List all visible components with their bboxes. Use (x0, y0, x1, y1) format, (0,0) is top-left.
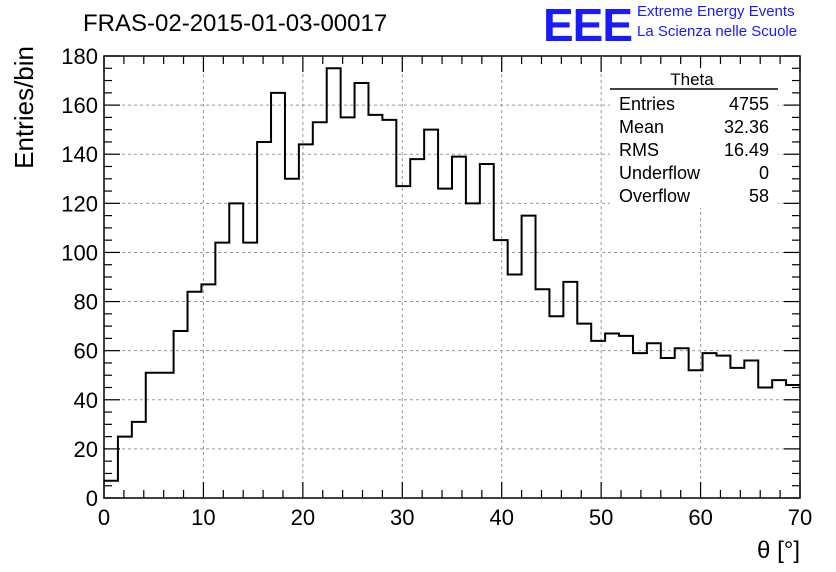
x-tick-labels: 0 10 20 30 40 50 60 70 (98, 505, 812, 530)
eee-logo: EEE (543, 0, 633, 51)
y-tick-label: 20 (74, 437, 98, 462)
y-tick-label: 0 (86, 486, 98, 511)
y-tick-label: 180 (61, 44, 98, 69)
stats-value: 0 (759, 163, 769, 183)
axis-ticks (103, 55, 801, 499)
stats-value: 58 (749, 186, 769, 206)
stats-title: Theta (670, 70, 714, 89)
stats-box: Theta Entries 4755 Mean 32.36 RMS 16.49 Underf… (610, 68, 778, 208)
org-name-line1: Extreme Energy Events (637, 3, 795, 20)
y-tick-label: 120 (61, 191, 98, 216)
x-tick-label: 60 (688, 505, 712, 530)
stats-label: RMS (619, 140, 659, 160)
y-tick-label: 80 (74, 290, 98, 315)
stats-label: Entries (619, 94, 675, 114)
y-tick-label: 100 (61, 240, 98, 265)
stats-label: Mean (619, 117, 664, 137)
plot-title: FRAS-02-2015-01-03-00017 (83, 10, 388, 37)
x-tick-label: 20 (291, 505, 315, 530)
stats-value: 4755 (729, 94, 769, 114)
stats-value: 16.49 (724, 140, 769, 160)
org-name-line2: La Scienza nelle Scuole (637, 23, 798, 40)
stats-label: Overflow (619, 186, 691, 206)
x-tick-label: 70 (788, 505, 812, 530)
y-axis-label: Entries/bin (9, 46, 39, 169)
y-tick-label: 140 (61, 142, 98, 167)
x-axis-label: θ [°] (757, 537, 800, 564)
y-tick-label: 40 (74, 388, 98, 413)
y-tick-label: 60 (74, 339, 98, 364)
stats-value: 32.36 (724, 117, 769, 137)
x-tick-label: 50 (589, 505, 613, 530)
plot-frame (103, 55, 801, 499)
x-tick-label: 30 (390, 505, 414, 530)
x-tick-label: 10 (191, 505, 215, 530)
y-tick-label: 160 (61, 93, 98, 118)
histogram-series (104, 67, 800, 482)
y-tick-labels: 0 20 40 60 80 100 120 140 160 180 (61, 44, 98, 511)
stats-label: Underflow (619, 163, 701, 183)
x-tick-label: 40 (489, 505, 513, 530)
x-tick-label: 0 (98, 505, 110, 530)
